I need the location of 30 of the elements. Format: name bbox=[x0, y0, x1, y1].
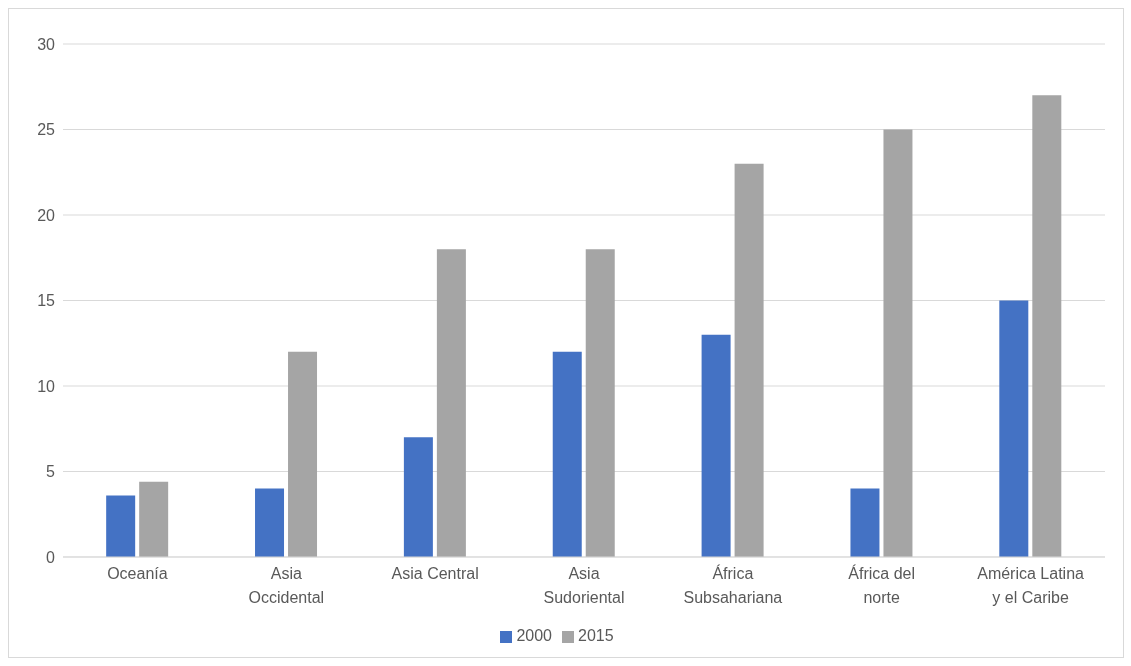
bar bbox=[139, 481, 169, 557]
y-tick-label: 5 bbox=[46, 463, 56, 481]
legend-label: 2000 bbox=[516, 627, 552, 644]
x-tick-label: África del norte bbox=[848, 564, 916, 606]
bar bbox=[288, 351, 318, 557]
bar bbox=[999, 300, 1029, 557]
bar bbox=[436, 249, 466, 557]
legend-label: 2015 bbox=[578, 627, 614, 644]
bar bbox=[850, 488, 880, 557]
y-tick-label: 25 bbox=[37, 121, 56, 139]
x-tick-label: África Subsahariana bbox=[683, 564, 783, 606]
x-tick-label: Asia Central bbox=[391, 565, 479, 582]
x-tick-label: Asia Sudoriental bbox=[543, 565, 625, 606]
bar bbox=[701, 334, 731, 557]
bar bbox=[403, 437, 433, 557]
x-tick-label: Oceanía bbox=[107, 565, 168, 582]
y-tick-label: 0 bbox=[46, 548, 56, 566]
bar bbox=[1032, 95, 1062, 557]
y-tick-label: 20 bbox=[37, 206, 56, 224]
bar bbox=[883, 129, 913, 557]
y-tick-label: 30 bbox=[37, 35, 56, 53]
bar bbox=[585, 249, 615, 557]
x-tick-label: América Latina y el Caribe bbox=[977, 565, 1085, 606]
bar bbox=[552, 351, 582, 557]
bar bbox=[734, 163, 764, 557]
x-tick-label: Asia Occidental bbox=[248, 565, 325, 606]
bar bbox=[106, 495, 136, 557]
y-tick-label: 15 bbox=[37, 292, 56, 310]
y-tick-label: 10 bbox=[37, 377, 56, 395]
bar bbox=[255, 488, 285, 557]
